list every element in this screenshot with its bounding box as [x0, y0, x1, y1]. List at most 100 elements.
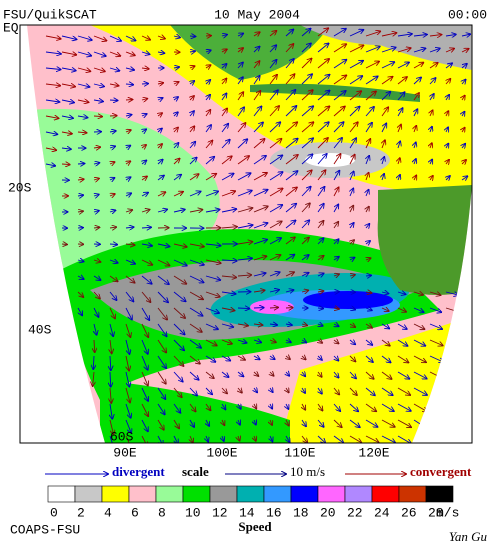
wind-vector	[462, 80, 466, 84]
wind-vector	[253, 240, 267, 245]
wind-vector	[269, 106, 279, 117]
wind-vector	[221, 292, 236, 294]
wind-vector	[269, 155, 282, 165]
wind-vector	[110, 178, 115, 180]
wind-vector	[142, 114, 147, 116]
wind-vector	[333, 274, 339, 276]
wind-vector	[414, 159, 416, 164]
wind-vector	[365, 387, 375, 395]
wind-vector	[45, 84, 60, 86]
wind-vector	[93, 100, 103, 102]
wind-vector	[381, 403, 394, 411]
wind-vector	[238, 388, 242, 393]
wind-vector	[285, 220, 296, 229]
wind-vector	[110, 371, 111, 387]
wind-vector	[61, 132, 72, 134]
wind-vector	[446, 160, 449, 164]
wind-vector	[141, 193, 148, 196]
wind-vector	[366, 156, 369, 165]
wind-vector	[125, 323, 130, 337]
wind-vector	[237, 139, 247, 149]
wind-vector	[333, 122, 344, 133]
wind-vector	[61, 52, 76, 55]
wind-vector	[222, 79, 226, 85]
wind-vector	[109, 291, 117, 300]
wind-vector	[253, 173, 267, 181]
wind-vector	[317, 308, 323, 309]
wind-vector	[253, 139, 265, 149]
wind-vector	[157, 52, 164, 53]
wind-vector	[189, 142, 195, 149]
wind-vector	[94, 195, 99, 197]
wind-vector	[77, 195, 83, 196]
wind-vector	[318, 340, 322, 343]
wind-vector	[430, 127, 432, 133]
wind-vector	[365, 123, 372, 133]
wind-vector	[110, 355, 111, 370]
wind-vector	[350, 275, 355, 276]
wind-vector	[317, 238, 324, 245]
wind-vector	[125, 371, 129, 387]
colorbar-label: 6	[131, 505, 139, 520]
wind-vector	[45, 132, 57, 134]
wind-vector	[61, 35, 77, 39]
wind-vector	[190, 66, 195, 68]
wind-vector	[349, 340, 355, 344]
wind-vector	[333, 60, 346, 69]
wind-vector	[285, 106, 296, 117]
wind-vector	[205, 371, 214, 378]
wind-vector	[381, 371, 392, 379]
wind-vector	[222, 49, 227, 52]
wind-vector	[285, 290, 294, 292]
wind-vector	[142, 145, 146, 148]
colorbar-label: 4	[104, 505, 112, 520]
speed-field	[27, 25, 472, 443]
wind-vector	[157, 435, 163, 443]
wind-vector	[205, 210, 220, 213]
wind-vector	[77, 132, 87, 133]
wind-vector	[221, 339, 232, 344]
wind-vector	[397, 48, 411, 53]
wind-vector	[365, 339, 372, 345]
wind-vector	[270, 435, 273, 441]
wind-vector	[158, 98, 163, 100]
wind-vector	[125, 260, 135, 264]
wind-vector	[414, 176, 416, 181]
wind-vector	[45, 164, 55, 166]
wind-vector	[285, 237, 295, 245]
wind-vector	[365, 403, 376, 411]
wind-vector	[205, 174, 216, 181]
wind-vector	[317, 75, 330, 85]
wind-vector	[189, 210, 202, 212]
wind-vector	[93, 355, 94, 369]
wind-vector	[126, 177, 131, 180]
wind-vector	[205, 307, 219, 313]
wind-vector	[333, 419, 342, 427]
wind-vector	[237, 242, 252, 244]
wind-vector	[301, 187, 311, 197]
wind-vector	[141, 275, 152, 284]
wind-vector	[429, 307, 441, 312]
wind-vector	[397, 92, 405, 101]
wind-vector	[302, 372, 305, 376]
wind-vector	[190, 111, 194, 116]
colorbar-label: 12	[212, 505, 228, 520]
wind-vector	[430, 94, 434, 101]
wind-vector	[94, 211, 99, 212]
wind-vector	[157, 307, 167, 320]
wind-vector	[318, 387, 322, 394]
wind-vector	[157, 275, 169, 284]
wind-vector	[381, 355, 391, 363]
wind-vector	[317, 59, 329, 69]
wind-vector	[142, 161, 146, 165]
wind-vector	[109, 84, 119, 86]
wind-vector	[205, 125, 211, 133]
wind-vector	[141, 210, 150, 212]
wind-vector	[349, 308, 355, 310]
wind-vector	[317, 256, 324, 260]
wind-vector	[157, 192, 165, 196]
wind-vector	[173, 275, 186, 284]
wind-vector	[205, 339, 217, 346]
wind-vector	[413, 403, 427, 412]
wind-vector	[125, 275, 135, 283]
